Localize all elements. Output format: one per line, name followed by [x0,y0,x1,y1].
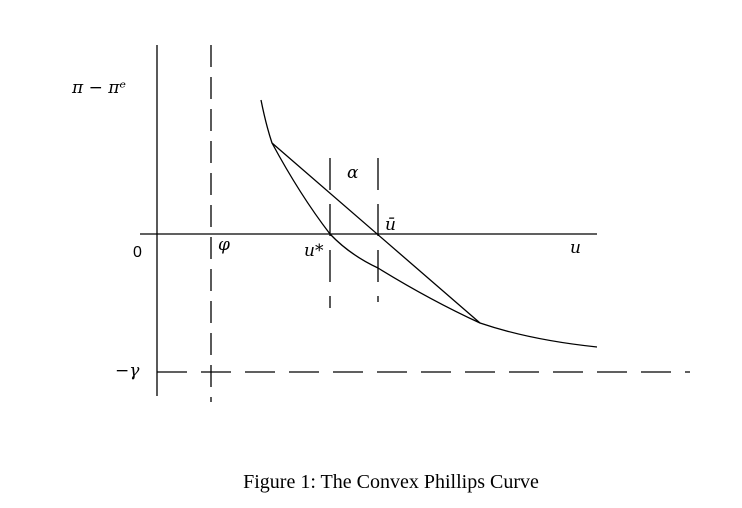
phillips-curve [260,99,598,348]
alpha-label: α [347,163,359,183]
chord [271,142,481,324]
origin-label: 0 [133,244,142,261]
u-bar-label: ū [385,215,396,235]
y-axis-label: π − πᵉ [71,78,126,98]
u-star-label: u* [304,241,324,261]
gamma-label: −γ [115,361,140,381]
caption: Figure 1: The Convex Phillips Curve [243,471,539,493]
x-axis-label: u [570,238,581,258]
phi-label: φ [218,235,230,255]
